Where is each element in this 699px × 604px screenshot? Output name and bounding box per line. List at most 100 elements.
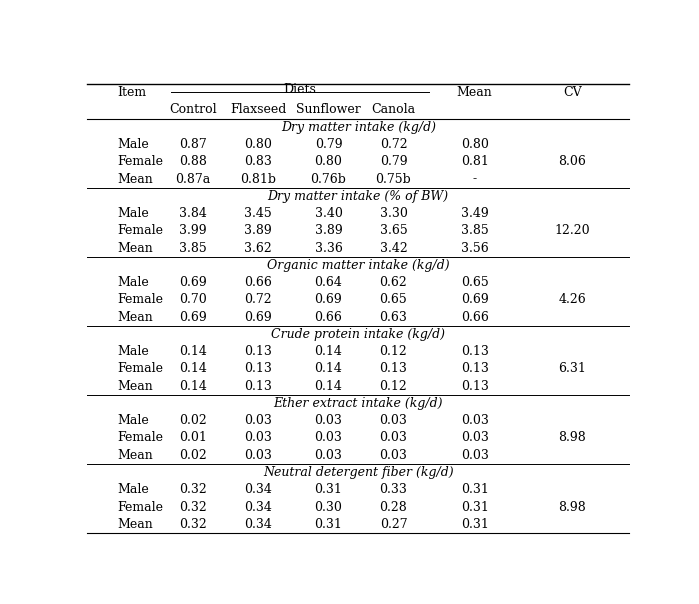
Text: -: -: [473, 173, 477, 185]
Text: 0.01: 0.01: [179, 431, 207, 445]
Text: Male: Male: [117, 345, 149, 358]
Text: 4.26: 4.26: [559, 294, 586, 306]
Text: 0.72: 0.72: [380, 138, 408, 151]
Text: 0.34: 0.34: [244, 518, 272, 531]
Text: Female: Female: [117, 501, 163, 513]
Text: 0.03: 0.03: [380, 449, 408, 461]
Text: Dry matter intake (kg/d): Dry matter intake (kg/d): [281, 121, 435, 133]
Text: 0.31: 0.31: [315, 518, 343, 531]
Text: 0.76b: 0.76b: [310, 173, 347, 185]
Text: 0.32: 0.32: [179, 518, 207, 531]
Text: 0.03: 0.03: [461, 431, 489, 445]
Text: 0.33: 0.33: [380, 483, 408, 496]
Text: 0.27: 0.27: [380, 518, 408, 531]
Text: 0.02: 0.02: [179, 414, 207, 427]
Text: 0.70: 0.70: [179, 294, 207, 306]
Text: 0.31: 0.31: [315, 483, 343, 496]
Text: 0.87a: 0.87a: [175, 173, 210, 185]
Text: 3.85: 3.85: [461, 224, 489, 237]
Text: 0.66: 0.66: [315, 310, 343, 324]
Text: 0.69: 0.69: [179, 276, 207, 289]
Text: 0.14: 0.14: [179, 380, 207, 393]
Text: 0.64: 0.64: [315, 276, 343, 289]
Text: Female: Female: [117, 362, 163, 376]
Text: CV: CV: [563, 86, 582, 99]
Text: Male: Male: [117, 138, 149, 151]
Text: Crude protein intake (kg/d): Crude protein intake (kg/d): [271, 328, 445, 341]
Text: Male: Male: [117, 483, 149, 496]
Text: 0.63: 0.63: [380, 310, 408, 324]
Text: Flaxseed: Flaxseed: [230, 103, 286, 117]
Text: 8.98: 8.98: [559, 431, 586, 445]
Text: 0.03: 0.03: [315, 431, 343, 445]
Text: Sunflower: Sunflower: [296, 103, 361, 117]
Text: 0.80: 0.80: [315, 155, 343, 169]
Text: 8.06: 8.06: [559, 155, 586, 169]
Text: 3.49: 3.49: [461, 207, 489, 220]
Text: 0.14: 0.14: [315, 345, 343, 358]
Text: 0.03: 0.03: [461, 414, 489, 427]
Text: 0.03: 0.03: [315, 414, 343, 427]
Text: 0.69: 0.69: [315, 294, 343, 306]
Text: 3.42: 3.42: [380, 242, 408, 255]
Text: Mean: Mean: [117, 449, 153, 461]
Text: 3.89: 3.89: [244, 224, 272, 237]
Text: 3.99: 3.99: [179, 224, 207, 237]
Text: 0.14: 0.14: [315, 380, 343, 393]
Text: 3.62: 3.62: [244, 242, 272, 255]
Text: Mean: Mean: [457, 86, 493, 99]
Text: 0.28: 0.28: [380, 501, 408, 513]
Text: 0.72: 0.72: [244, 294, 272, 306]
Text: Neutral detergent fiber (kg/d): Neutral detergent fiber (kg/d): [263, 466, 454, 479]
Text: 0.13: 0.13: [244, 345, 272, 358]
Text: 3.65: 3.65: [380, 224, 408, 237]
Text: 0.03: 0.03: [461, 449, 489, 461]
Text: 3.30: 3.30: [380, 207, 408, 220]
Text: Canola: Canola: [371, 103, 415, 117]
Text: Control: Control: [169, 103, 217, 117]
Text: Dry matter intake (% of BW): Dry matter intake (% of BW): [268, 190, 449, 203]
Text: 0.13: 0.13: [461, 362, 489, 376]
Text: 0.34: 0.34: [244, 483, 272, 496]
Text: 0.14: 0.14: [315, 362, 343, 376]
Text: 0.14: 0.14: [179, 345, 207, 358]
Text: 0.34: 0.34: [244, 501, 272, 513]
Text: 0.87: 0.87: [179, 138, 207, 151]
Text: 0.30: 0.30: [315, 501, 343, 513]
Text: 6.31: 6.31: [559, 362, 586, 376]
Text: 0.12: 0.12: [380, 380, 408, 393]
Text: Mean: Mean: [117, 310, 153, 324]
Text: 0.62: 0.62: [380, 276, 408, 289]
Text: 0.32: 0.32: [179, 483, 207, 496]
Text: 0.13: 0.13: [244, 362, 272, 376]
Text: 3.36: 3.36: [315, 242, 343, 255]
Text: Male: Male: [117, 207, 149, 220]
Text: 0.13: 0.13: [461, 345, 489, 358]
Text: Male: Male: [117, 276, 149, 289]
Text: Male: Male: [117, 414, 149, 427]
Text: 0.13: 0.13: [461, 380, 489, 393]
Text: 0.80: 0.80: [244, 138, 272, 151]
Text: 0.03: 0.03: [244, 431, 272, 445]
Text: 8.98: 8.98: [559, 501, 586, 513]
Text: 0.83: 0.83: [244, 155, 272, 169]
Text: 0.13: 0.13: [244, 380, 272, 393]
Text: Mean: Mean: [117, 173, 153, 185]
Text: 3.40: 3.40: [315, 207, 343, 220]
Text: Item: Item: [117, 86, 146, 99]
Text: 0.03: 0.03: [244, 449, 272, 461]
Text: 0.69: 0.69: [461, 294, 489, 306]
Text: 3.84: 3.84: [179, 207, 207, 220]
Text: 0.88: 0.88: [179, 155, 207, 169]
Text: 0.81b: 0.81b: [240, 173, 276, 185]
Text: 0.65: 0.65: [461, 276, 489, 289]
Text: Organic matter intake (kg/d): Organic matter intake (kg/d): [267, 259, 449, 272]
Text: 0.32: 0.32: [179, 501, 207, 513]
Text: 12.20: 12.20: [554, 224, 590, 237]
Text: 0.03: 0.03: [380, 414, 408, 427]
Text: 0.14: 0.14: [179, 362, 207, 376]
Text: 0.02: 0.02: [179, 449, 207, 461]
Text: 0.03: 0.03: [244, 414, 272, 427]
Text: 3.85: 3.85: [179, 242, 207, 255]
Text: 0.31: 0.31: [461, 501, 489, 513]
